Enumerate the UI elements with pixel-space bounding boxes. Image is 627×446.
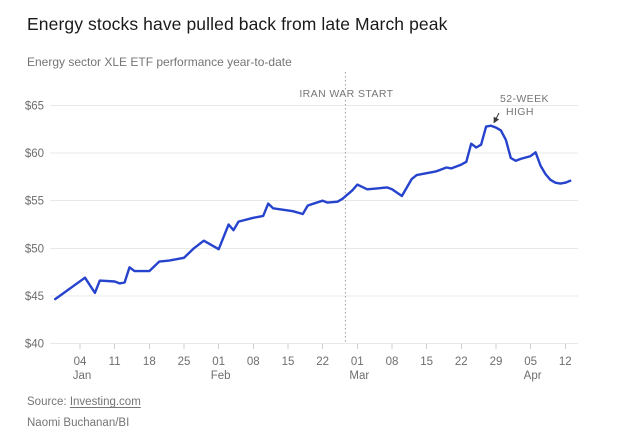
x-axis-day-label: 18 bbox=[143, 356, 156, 368]
x-axis-day-label: 01 bbox=[351, 356, 364, 368]
gridlines bbox=[50, 105, 578, 349]
y-axis-label: $65 bbox=[25, 101, 44, 113]
series-layer bbox=[54, 124, 572, 301]
byline: Naomi Buchanan/BI bbox=[27, 417, 130, 429]
chart-subtitle: Energy sector XLE ETF performance year-t… bbox=[27, 55, 292, 69]
source-link[interactable]: Investing.com bbox=[69, 396, 141, 408]
source-prefix: Source: bbox=[27, 396, 70, 408]
event-line-label: IRAN WAR START bbox=[299, 88, 393, 100]
x-axis-day-label: 29 bbox=[490, 356, 503, 368]
x-axis-month-label: Jan bbox=[73, 370, 92, 382]
x-axis-day-label: 15 bbox=[282, 356, 295, 368]
x-axis-day-label: 22 bbox=[455, 356, 468, 368]
x-axis-day-label: 04 bbox=[74, 356, 87, 368]
axis-labels: $40 $45 $50 $55 $60 $65 04 Jan 11 18 25 01 Feb 08 15 22… bbox=[25, 101, 572, 382]
x-axis-day-label: 08 bbox=[386, 356, 399, 368]
y-axis-label: $45 bbox=[25, 291, 44, 303]
x-axis-day-label: 11 bbox=[109, 356, 121, 368]
x-axis-day-label: 01 bbox=[212, 356, 225, 368]
page-title: Energy stocks have pulled back from late… bbox=[27, 14, 448, 34]
x-axis-day-label: 08 bbox=[247, 356, 260, 368]
high-arrow bbox=[493, 112, 500, 124]
series-line-xle bbox=[54, 124, 572, 301]
source-line: Source: Investing.com bbox=[27, 396, 141, 408]
x-axis-month-label: Apr bbox=[524, 370, 542, 382]
high-label-line1: 52-WEEK bbox=[500, 93, 549, 105]
x-axis-day-label: 22 bbox=[316, 356, 329, 368]
x-axis-day-label: 05 bbox=[524, 356, 537, 368]
x-axis-day-label: 25 bbox=[178, 356, 191, 368]
x-axis-month-label: Mar bbox=[349, 370, 369, 382]
y-axis-label: $50 bbox=[25, 243, 44, 255]
high-label-line2: HIGH bbox=[506, 106, 534, 118]
x-axis-day-label: 12 bbox=[559, 356, 572, 368]
y-axis-label: $60 bbox=[25, 148, 44, 160]
x-axis-month-label: Feb bbox=[211, 370, 231, 382]
y-axis-label: $40 bbox=[25, 338, 44, 350]
x-axis-day-label: 15 bbox=[420, 356, 433, 368]
y-axis-label: $55 bbox=[25, 196, 44, 208]
